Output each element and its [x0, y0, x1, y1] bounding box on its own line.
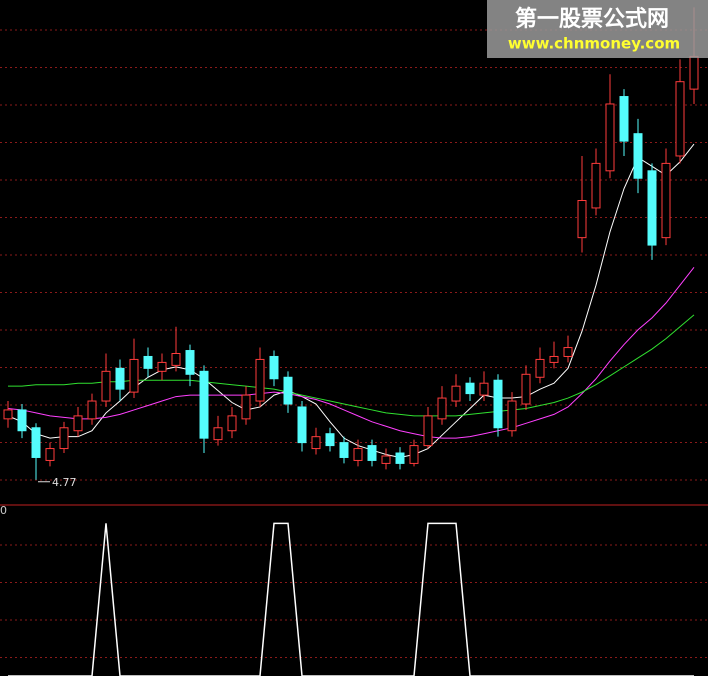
- grid: [0, 29, 708, 658]
- candle-body: [241, 394, 251, 420]
- candle-body: [73, 415, 83, 432]
- candle-body: [311, 436, 321, 450]
- candle-body: [577, 200, 587, 239]
- candle-body: [549, 355, 559, 363]
- candle-body: [129, 358, 139, 393]
- candle-body: [325, 433, 335, 447]
- candle-body: [521, 373, 531, 405]
- candle-body: [17, 409, 27, 432]
- candle-body: [339, 442, 349, 458]
- candle-body: [437, 397, 447, 420]
- candle-body: [465, 382, 475, 395]
- candle-body: [381, 455, 391, 464]
- candle-body: [675, 81, 685, 157]
- candle-body: [87, 400, 97, 420]
- candle-body: [661, 162, 671, 239]
- candle-body: [227, 415, 237, 432]
- candle-body: [185, 350, 195, 375]
- watermark-url: www.chnmoney.com: [508, 35, 680, 53]
- candle-body: [213, 427, 223, 441]
- indicator-label: 0: [0, 504, 7, 517]
- candle-body: [255, 358, 265, 402]
- annotation: 4.77: [52, 476, 77, 489]
- candle-body: [115, 367, 125, 390]
- candle-body: [395, 452, 405, 464]
- candle-body: [143, 355, 153, 369]
- candle-body: [633, 133, 643, 179]
- candle-body: [31, 427, 41, 458]
- candle-body: [563, 347, 573, 357]
- candle-body: [59, 427, 69, 450]
- candle-body: [283, 376, 293, 405]
- candle-body: [297, 406, 307, 444]
- candle-body: [605, 103, 615, 172]
- moving-average: [7, 143, 695, 458]
- candle-body: [493, 379, 503, 429]
- moving-average: [7, 267, 695, 439]
- watermark-title: 第一股票公式网: [515, 6, 669, 32]
- candle-body: [269, 355, 279, 380]
- candle-body: [353, 448, 363, 461]
- candle-body: [409, 445, 419, 464]
- candle-body: [101, 370, 111, 402]
- candle-body: [591, 162, 601, 209]
- candle-body: [507, 400, 517, 432]
- candle-body: [535, 358, 545, 378]
- candle-body: [479, 382, 489, 396]
- candle-body: [199, 370, 209, 439]
- candle-body: [451, 385, 461, 402]
- candle-body: [157, 361, 167, 372]
- candle-body: [3, 409, 13, 420]
- watermark-box: [487, 0, 708, 58]
- candle-body: [367, 445, 377, 461]
- candle-body: [171, 353, 181, 366]
- candle-body: [423, 415, 433, 447]
- candle-body: [619, 96, 629, 142]
- candle-body: [647, 170, 657, 246]
- candle-body: [689, 55, 699, 90]
- candle-body: [45, 448, 55, 461]
